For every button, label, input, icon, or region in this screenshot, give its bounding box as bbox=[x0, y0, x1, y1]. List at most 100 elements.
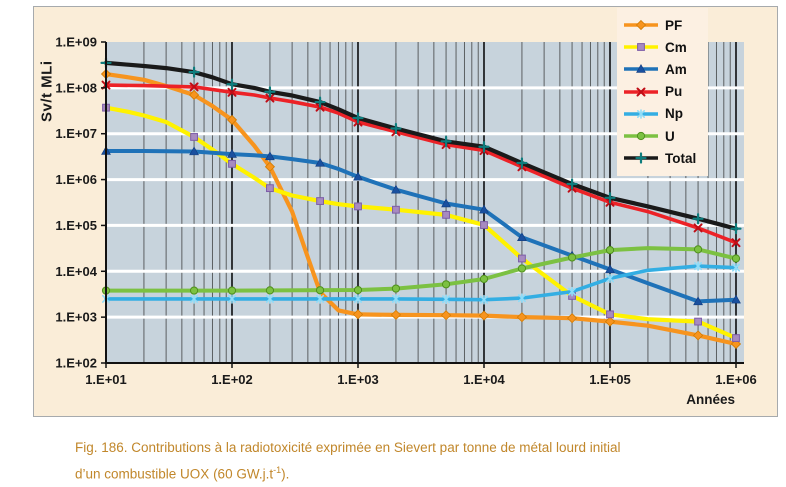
data-point-marker bbox=[693, 245, 703, 254]
data-point-marker bbox=[441, 280, 451, 289]
figure-caption: Fig. 186. Contributions à la radiotoxici… bbox=[75, 437, 735, 486]
y-tick-label: 1.E+04 bbox=[55, 264, 97, 279]
legend-label: Total bbox=[665, 150, 697, 166]
data-point-marker bbox=[189, 82, 199, 92]
data-point-marker bbox=[692, 213, 704, 225]
data-point-marker bbox=[478, 141, 490, 153]
data-point-marker bbox=[568, 286, 577, 297]
data-point-marker bbox=[264, 161, 275, 172]
data-point-marker bbox=[315, 286, 325, 295]
data-point-marker bbox=[442, 210, 450, 219]
data-point-marker bbox=[693, 330, 704, 341]
data-point-marker bbox=[392, 205, 400, 214]
data-point-marker bbox=[731, 254, 741, 263]
y-tick-label: 1.E+07 bbox=[55, 126, 97, 141]
data-point-marker bbox=[636, 64, 646, 74]
x-axis-title: Années bbox=[686, 392, 735, 407]
data-point-marker bbox=[605, 264, 615, 274]
x-tick-label: 1.E+02 bbox=[211, 372, 253, 387]
data-point-marker bbox=[314, 96, 326, 108]
data-point-marker bbox=[354, 202, 362, 211]
data-point-marker bbox=[637, 43, 645, 52]
data-point-marker bbox=[635, 152, 647, 164]
data-point-marker bbox=[265, 294, 274, 304]
data-point-marker bbox=[352, 112, 364, 124]
data-point-marker bbox=[606, 273, 614, 284]
y-tick-label: 1.E+03 bbox=[55, 310, 97, 325]
data-point-marker bbox=[731, 238, 741, 248]
data-point-marker bbox=[694, 261, 703, 271]
data-point-marker bbox=[264, 86, 276, 98]
series-U-line bbox=[104, 246, 738, 293]
legend-item-Total: Total bbox=[617, 147, 708, 169]
series-Np-line bbox=[104, 264, 738, 302]
legend-marker-triangle-icon bbox=[624, 64, 658, 74]
data-point-marker bbox=[352, 309, 364, 320]
legend-marker-circle-icon bbox=[624, 131, 658, 141]
data-point-marker bbox=[479, 204, 489, 214]
legend-item-Np: Np bbox=[617, 103, 708, 125]
y-tick-label: 1.E+06 bbox=[55, 172, 97, 187]
data-point-marker bbox=[265, 151, 275, 161]
caption-line-2: d’un combustible UOX (60 GW.j.t-1). bbox=[75, 465, 290, 482]
data-point-marker bbox=[228, 294, 236, 304]
legend: PF Cm Am Pu Np U Total bbox=[617, 8, 708, 176]
data-point-marker bbox=[604, 192, 616, 204]
legend-item-U: U bbox=[617, 125, 708, 147]
data-point-marker bbox=[316, 294, 325, 304]
data-point-marker bbox=[315, 157, 325, 167]
data-point-marker bbox=[479, 274, 489, 284]
data-point-marker bbox=[226, 78, 238, 90]
data-point-marker bbox=[693, 223, 703, 233]
series-Np-markers bbox=[102, 261, 740, 305]
data-point-marker bbox=[732, 262, 740, 273]
data-point-marker bbox=[441, 310, 452, 321]
data-point-marker bbox=[636, 131, 646, 141]
data-point-marker bbox=[440, 135, 452, 147]
data-point-marker bbox=[228, 159, 236, 168]
data-point-marker bbox=[517, 232, 527, 242]
data-point-marker bbox=[188, 66, 200, 78]
data-point-marker bbox=[606, 310, 614, 319]
legend-marker-x-icon bbox=[624, 87, 658, 97]
legend-label: Am bbox=[665, 61, 687, 77]
data-point-marker bbox=[190, 294, 199, 304]
data-point-marker bbox=[635, 20, 647, 31]
legend-item-Am: Am bbox=[617, 58, 708, 80]
data-point-marker bbox=[391, 184, 401, 194]
data-point-marker bbox=[190, 133, 198, 141]
data-point-marker bbox=[637, 109, 645, 119]
data-point-marker bbox=[604, 316, 616, 327]
data-point-marker bbox=[605, 245, 615, 255]
figure-box: 1.E+01 1.E+02 1.E+03 1.E+04 1.E+05 1.E+06 1.E+… bbox=[33, 6, 778, 417]
series-Cm-line bbox=[103, 105, 739, 341]
data-point-marker bbox=[390, 309, 401, 320]
data-point-marker bbox=[731, 294, 741, 304]
y-tick-label: 1.E+08 bbox=[55, 80, 97, 95]
legend-label: PF bbox=[665, 17, 683, 33]
data-point-marker bbox=[732, 334, 740, 342]
y-tick-label: 1.E+02 bbox=[55, 355, 97, 370]
data-point-marker bbox=[480, 294, 488, 305]
data-point-marker bbox=[189, 146, 199, 156]
series-PF-markers bbox=[100, 68, 742, 350]
data-point-marker bbox=[265, 286, 275, 295]
series-Total-line bbox=[103, 60, 739, 231]
data-point-marker bbox=[517, 293, 526, 303]
legend-item-Pu: Pu bbox=[617, 81, 708, 103]
legend-marker-plus-icon bbox=[624, 152, 658, 164]
series-Total-markers bbox=[100, 57, 742, 235]
data-point-marker bbox=[354, 294, 362, 304]
legend-label: Cm bbox=[665, 39, 687, 55]
legend-marker-square-icon bbox=[624, 43, 658, 52]
data-point-marker bbox=[390, 122, 402, 135]
x-tick-label: 1.E+03 bbox=[337, 372, 379, 387]
data-point-marker bbox=[566, 178, 578, 190]
data-point-marker bbox=[353, 285, 363, 295]
data-point-marker bbox=[517, 264, 527, 273]
y-tick-label: 1.E+09 bbox=[55, 35, 97, 50]
data-point-marker bbox=[265, 93, 275, 103]
data-point-marker bbox=[227, 87, 237, 97]
series-U-markers bbox=[101, 245, 741, 295]
